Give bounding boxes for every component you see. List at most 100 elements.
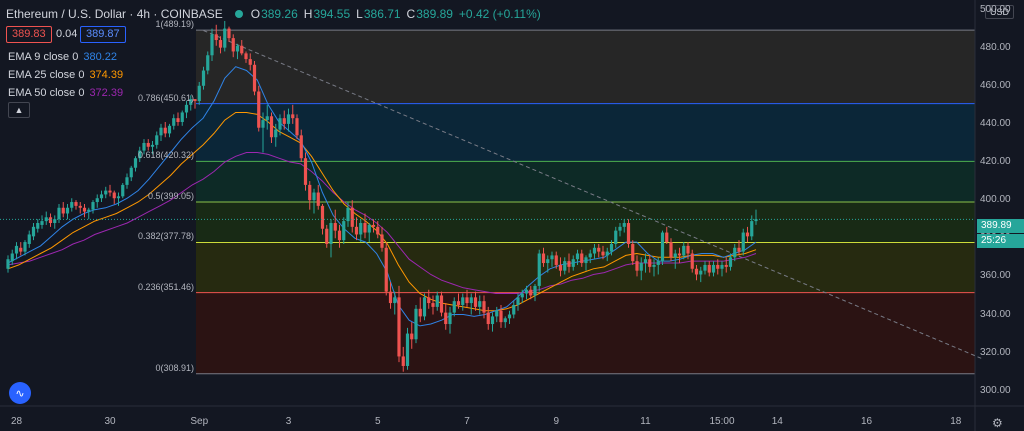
fibonacci-retracement[interactable] bbox=[196, 29, 975, 375]
candle-body bbox=[359, 223, 363, 235]
candle-body bbox=[269, 116, 274, 138]
candle-body bbox=[231, 38, 235, 52]
candle-body bbox=[452, 301, 456, 313]
candle-body bbox=[235, 45, 240, 52]
candle-body bbox=[354, 226, 359, 235]
x-tick-label: 3 bbox=[285, 416, 292, 427]
candle-body bbox=[159, 127, 163, 136]
candle-body bbox=[44, 217, 48, 222]
candle-body bbox=[265, 116, 269, 121]
candle-body bbox=[507, 314, 512, 319]
candle-body bbox=[14, 245, 19, 254]
candle-body bbox=[150, 144, 155, 147]
candle-body bbox=[554, 255, 558, 265]
candle-body bbox=[133, 158, 138, 168]
x-tick-label: 30 bbox=[104, 416, 116, 427]
x-tick-label: 5 bbox=[374, 416, 381, 427]
ohlc-high-label: H bbox=[303, 7, 313, 21]
candle-body bbox=[490, 316, 495, 325]
y-tick-label: 300.00 bbox=[980, 384, 1011, 396]
candle-body bbox=[384, 247, 388, 292]
candle-body bbox=[516, 297, 520, 305]
collapse-legend-button[interactable]: ▲ bbox=[8, 102, 30, 118]
candle-body bbox=[278, 118, 282, 130]
candle-body bbox=[690, 253, 694, 269]
candle-body bbox=[456, 301, 461, 305]
candle-body bbox=[567, 261, 571, 267]
candle-body bbox=[643, 259, 648, 264]
candle-body bbox=[125, 177, 129, 185]
candle-body bbox=[206, 55, 210, 71]
ema9-line bbox=[7, 66, 757, 327]
y-tick-label: 320.00 bbox=[980, 346, 1011, 358]
candle-body bbox=[112, 192, 116, 199]
candle-body bbox=[486, 312, 490, 325]
trend-line[interactable] bbox=[203, 30, 982, 359]
candle-body bbox=[99, 194, 104, 199]
candle-body bbox=[422, 297, 427, 317]
candle-body bbox=[622, 223, 626, 227]
gear-icon[interactable]: ⚙ bbox=[992, 416, 1003, 430]
candle-body bbox=[193, 99, 197, 102]
candle-body bbox=[665, 232, 669, 243]
candle-body bbox=[656, 261, 660, 265]
candle-body bbox=[320, 205, 325, 229]
candle-body bbox=[48, 217, 53, 224]
candle-body bbox=[363, 223, 367, 233]
fib-label: 0.236(351.46) bbox=[137, 281, 194, 292]
candle-body bbox=[388, 291, 393, 304]
candle-body bbox=[337, 230, 342, 241]
candle-body bbox=[724, 264, 728, 267]
candle-body bbox=[367, 224, 371, 233]
currency-label[interactable]: USD bbox=[985, 5, 1015, 19]
candle-body bbox=[550, 255, 554, 260]
indicator-ema50[interactable]: EMA 50 close 0 372.39 bbox=[8, 87, 123, 99]
sell-price-button[interactable]: 389.83 bbox=[6, 26, 52, 43]
x-tick-label: 28 bbox=[10, 416, 23, 427]
candle-body bbox=[529, 289, 533, 296]
candle-body bbox=[376, 226, 380, 235]
candle-body bbox=[626, 223, 631, 244]
candle-body bbox=[716, 264, 720, 269]
fib-zone-0.618 bbox=[196, 161, 975, 202]
ohlc-open: 389.26 bbox=[261, 7, 298, 21]
last-price-label: 389.89 bbox=[977, 219, 1024, 233]
candle-body bbox=[414, 308, 418, 340]
candle-body bbox=[342, 221, 346, 241]
candle-body bbox=[669, 242, 673, 258]
candle-body bbox=[286, 114, 291, 124]
symbol-title[interactable]: Ethereum / U.S. Dollar · 4h · COINBASE bbox=[6, 7, 223, 21]
candle-body bbox=[495, 310, 499, 317]
x-tick-label: 11 bbox=[640, 416, 651, 427]
indicator-ema25[interactable]: EMA 25 close 0 374.39 bbox=[8, 69, 123, 81]
candle-body bbox=[588, 253, 592, 258]
indicator-ema9[interactable]: EMA 9 close 0 380.22 bbox=[8, 51, 117, 63]
candle-body bbox=[312, 192, 316, 201]
candle-body bbox=[308, 184, 312, 201]
fib-label: 0.5(399.05) bbox=[147, 190, 194, 201]
candle-body bbox=[410, 333, 414, 340]
candle-body bbox=[27, 234, 31, 244]
candle-body bbox=[210, 34, 214, 56]
dashed-trend-line bbox=[203, 30, 982, 359]
candle-body bbox=[524, 289, 529, 294]
candle-body bbox=[244, 53, 248, 60]
tradingview-logo-icon[interactable]: ∿ bbox=[9, 382, 31, 404]
candle-body bbox=[754, 219, 758, 222]
candle-body bbox=[469, 297, 473, 304]
buy-price-button[interactable]: 389.87 bbox=[80, 26, 126, 43]
candle-body bbox=[397, 297, 401, 357]
candle-body bbox=[473, 297, 478, 307]
candle-body bbox=[682, 245, 686, 256]
fib-zone-1 bbox=[196, 30, 975, 104]
candle-body bbox=[614, 230, 618, 244]
x-tick-label: 9 bbox=[553, 416, 560, 427]
y-tick-label: 460.00 bbox=[980, 79, 1011, 91]
y-tick-label: 340.00 bbox=[980, 308, 1011, 320]
candle-body bbox=[316, 192, 320, 206]
candle-body bbox=[380, 234, 384, 248]
candle-body bbox=[393, 297, 397, 304]
ohlc-open-label: O bbox=[250, 7, 261, 21]
candle-body bbox=[431, 303, 435, 307]
